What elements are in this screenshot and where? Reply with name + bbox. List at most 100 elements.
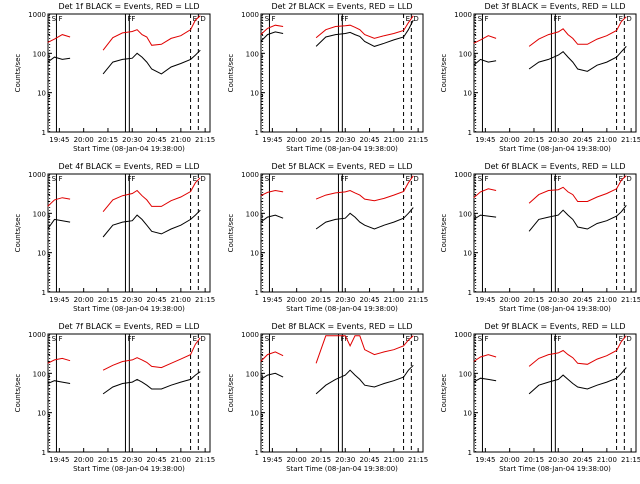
panel-title: Det 9f BLACK = Events, RED = LLD	[484, 322, 625, 331]
x-tick-label: 19:45	[49, 136, 69, 144]
marker-e-label: E	[619, 175, 623, 183]
marker-e-label: E	[193, 175, 197, 183]
x-tick-label: 21:15	[195, 136, 215, 144]
marker-s-label: S	[52, 175, 57, 183]
panel-det-2f: Det 2f BLACK = Events, RED = LLD 1 10 100 10…	[227, 2, 428, 153]
x-axis-label: Start Time (08-Jan-04 19:38:00)	[73, 465, 185, 473]
marker-d-label: D	[626, 175, 631, 183]
marker-f-label: F	[484, 335, 488, 343]
series-line-events	[315, 19, 414, 47]
x-tick-label: 20:15	[98, 456, 118, 464]
x-tick-label: 19:45	[262, 456, 282, 464]
series-line-lld	[315, 335, 414, 364]
marker-f-label: F	[131, 15, 135, 23]
y-axis-label: Counts/sec	[440, 374, 448, 413]
series-line-events	[260, 31, 284, 42]
y-tick-label: 10	[250, 90, 259, 98]
marker-d-label: D	[413, 335, 418, 343]
marker-e-label: E	[193, 335, 197, 343]
series-line-events	[47, 218, 71, 230]
series-line-events	[260, 372, 284, 380]
x-tick-label: 21:00	[597, 296, 617, 304]
panel-title: Det 1f BLACK = Events, RED = LLD	[58, 2, 199, 11]
series-line-events	[47, 56, 71, 63]
x-tick-label: 21:00	[171, 296, 191, 304]
x-tick-label: 20:00	[287, 296, 307, 304]
marker-f-label: F	[484, 175, 488, 183]
series-line-lld	[528, 335, 627, 367]
x-tick-label: 20:15	[311, 456, 331, 464]
series-line-events	[315, 364, 414, 395]
y-tick-label: 1	[255, 129, 259, 137]
y-tick-label: 1000	[28, 11, 46, 19]
y-tick-label: 100	[33, 370, 46, 378]
series-line-lld	[47, 357, 71, 364]
y-tick-label: 1000	[454, 171, 472, 179]
x-tick-label: 20:30	[335, 136, 355, 144]
x-tick-label: 20:00	[500, 456, 520, 464]
y-tick-label: 1	[255, 449, 259, 457]
y-axis-label: Counts/sec	[227, 54, 235, 93]
x-tick-label: 20:30	[548, 136, 568, 144]
panel-det-8f: Det 8f BLACK = Events, RED = LLD 1 10 100 10…	[227, 322, 428, 473]
x-tick-label: 21:00	[384, 456, 404, 464]
x-tick-label: 21:00	[171, 456, 191, 464]
y-tick-label: 10	[463, 90, 472, 98]
y-tick-label: 100	[459, 210, 472, 218]
series-line-events	[102, 209, 201, 238]
panel-title: Det 2f BLACK = Events, RED = LLD	[271, 2, 412, 11]
x-tick-label: 20:00	[287, 136, 307, 144]
x-tick-label: 20:00	[74, 136, 94, 144]
x-tick-label: 20:00	[500, 296, 520, 304]
marker-e-label: E	[193, 15, 197, 23]
y-tick-label: 100	[459, 50, 472, 58]
x-tick-label: 20:15	[524, 136, 544, 144]
marker-e-label: E	[406, 15, 410, 23]
x-axis-label: Start Time (08-Jan-04 19:38:00)	[286, 465, 398, 473]
panel-det-5f: Det 5f BLACK = Events, RED = LLD 1 10 100 10…	[227, 162, 428, 313]
series-line-events	[528, 46, 627, 72]
series-line-events	[473, 377, 497, 383]
y-axis-label: Counts/sec	[227, 214, 235, 253]
x-tick-label: 20:00	[287, 456, 307, 464]
y-tick-label: 1	[468, 289, 472, 297]
y-tick-label: 1000	[241, 331, 259, 339]
panel-det-7f: Det 7f BLACK = Events, RED = LLD 1 10 100 10…	[14, 322, 215, 473]
series-line-lld	[315, 175, 414, 202]
x-axis-label: Start Time (08-Jan-04 19:38:00)	[286, 145, 398, 153]
y-tick-label: 1000	[241, 171, 259, 179]
x-tick-label: 19:45	[49, 296, 69, 304]
y-tick-label: 10	[250, 250, 259, 258]
x-tick-label: 20:45	[572, 136, 592, 144]
y-axis-label: Counts/sec	[440, 214, 448, 253]
marker-f-label: F	[557, 335, 561, 343]
series-line-lld	[528, 16, 627, 47]
marker-d-label: D	[413, 15, 418, 23]
y-tick-label: 1000	[454, 11, 472, 19]
x-tick-label: 20:45	[359, 136, 379, 144]
marker-f-label: F	[58, 335, 62, 343]
x-tick-label: 20:30	[335, 456, 355, 464]
y-tick-label: 1000	[28, 171, 46, 179]
x-tick-label: 20:45	[359, 296, 379, 304]
panel-title: Det 5f BLACK = Events, RED = LLD	[271, 162, 412, 171]
x-tick-label: 21:00	[171, 136, 191, 144]
y-tick-label: 1	[42, 129, 46, 137]
series-line-lld	[473, 35, 497, 44]
series-line-events	[473, 58, 497, 66]
y-tick-label: 1	[468, 129, 472, 137]
y-tick-label: 100	[246, 50, 259, 58]
x-tick-label: 20:45	[146, 456, 166, 464]
y-tick-label: 1	[42, 289, 46, 297]
x-tick-label: 20:30	[122, 296, 142, 304]
y-tick-label: 10	[37, 410, 46, 418]
panel-title: Det 7f BLACK = Events, RED = LLD	[58, 322, 199, 331]
panel-title: Det 4f BLACK = Events, RED = LLD	[58, 162, 199, 171]
x-tick-label: 20:15	[524, 456, 544, 464]
x-tick-label: 21:15	[408, 456, 428, 464]
x-tick-label: 21:15	[408, 136, 428, 144]
x-tick-label: 21:15	[408, 296, 428, 304]
marker-s-label: S	[478, 15, 483, 23]
x-tick-label: 20:30	[548, 296, 568, 304]
marker-f-label: F	[344, 175, 348, 183]
